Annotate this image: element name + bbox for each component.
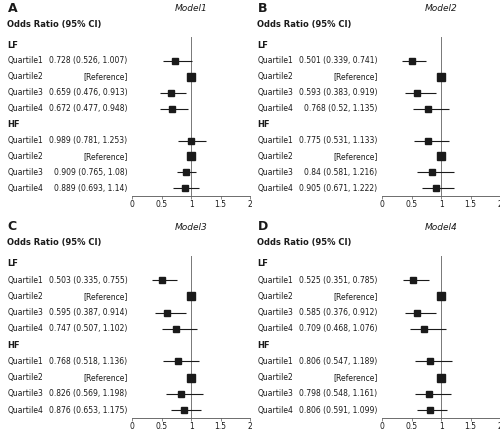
Text: Quartile4: Quartile4 — [8, 184, 44, 193]
Text: Quartile2: Quartile2 — [8, 292, 43, 301]
Text: 0.826 (0.569, 1.198): 0.826 (0.569, 1.198) — [50, 389, 128, 398]
Text: D: D — [258, 220, 268, 233]
Text: Model1: Model1 — [175, 4, 208, 13]
Text: 0.593 (0.383, 0.919): 0.593 (0.383, 0.919) — [299, 88, 378, 97]
Text: 0.503 (0.335, 0.755): 0.503 (0.335, 0.755) — [49, 276, 128, 285]
Text: Quartile2: Quartile2 — [258, 152, 293, 161]
Text: [Reference]: [Reference] — [333, 73, 378, 81]
Text: Quartile1: Quartile1 — [258, 276, 293, 285]
Text: LF: LF — [8, 40, 18, 49]
Text: 0.889 (0.693, 1.14): 0.889 (0.693, 1.14) — [54, 184, 128, 193]
Text: Quartile4: Quartile4 — [8, 104, 44, 113]
Text: A: A — [8, 2, 17, 15]
Text: Quartile2: Quartile2 — [258, 292, 293, 301]
Text: Quartile4: Quartile4 — [8, 324, 44, 333]
Text: 0.525 (0.351, 0.785): 0.525 (0.351, 0.785) — [299, 276, 378, 285]
Text: 0.709 (0.468, 1.076): 0.709 (0.468, 1.076) — [299, 324, 378, 333]
Text: Quartile4: Quartile4 — [258, 324, 294, 333]
Text: Quartile1: Quartile1 — [258, 357, 293, 366]
Text: 0.84 (0.581, 1.216): 0.84 (0.581, 1.216) — [304, 168, 378, 177]
Text: 0.672 (0.477, 0.948): 0.672 (0.477, 0.948) — [49, 104, 128, 113]
Text: Quartile3: Quartile3 — [258, 389, 294, 398]
Text: HF: HF — [8, 120, 20, 129]
Text: 0.806 (0.591, 1.099): 0.806 (0.591, 1.099) — [299, 406, 378, 415]
Text: Odds Ratio (95% CI): Odds Ratio (95% CI) — [8, 20, 102, 28]
Text: Quartile4: Quartile4 — [258, 406, 294, 415]
Text: Quartile3: Quartile3 — [258, 308, 294, 317]
Text: Quartile2: Quartile2 — [258, 373, 293, 382]
Text: [Reference]: [Reference] — [83, 292, 128, 301]
Text: Model3: Model3 — [175, 222, 208, 231]
Text: C: C — [8, 220, 16, 233]
Text: Quartile3: Quartile3 — [8, 88, 44, 97]
Text: Quartile3: Quartile3 — [258, 88, 294, 97]
Text: [Reference]: [Reference] — [333, 292, 378, 301]
Text: Quartile1: Quartile1 — [8, 57, 43, 65]
Text: Quartile3: Quartile3 — [8, 389, 44, 398]
Text: 0.909 (0.765, 1.08): 0.909 (0.765, 1.08) — [54, 168, 128, 177]
Text: 0.806 (0.547, 1.189): 0.806 (0.547, 1.189) — [299, 357, 378, 366]
Text: [Reference]: [Reference] — [83, 152, 128, 161]
Text: 0.989 (0.781, 1.253): 0.989 (0.781, 1.253) — [50, 136, 128, 145]
Text: [Reference]: [Reference] — [83, 73, 128, 81]
Text: Quartile4: Quartile4 — [258, 184, 294, 193]
Text: HF: HF — [8, 341, 20, 350]
Text: Quartile2: Quartile2 — [258, 73, 293, 81]
Text: 0.501 (0.339, 0.741): 0.501 (0.339, 0.741) — [299, 57, 378, 65]
Text: Quartile1: Quartile1 — [8, 357, 43, 366]
Text: [Reference]: [Reference] — [333, 373, 378, 382]
Text: 0.585 (0.376, 0.912): 0.585 (0.376, 0.912) — [299, 308, 378, 317]
Text: Quartile3: Quartile3 — [8, 308, 44, 317]
Text: 0.876 (0.653, 1.175): 0.876 (0.653, 1.175) — [49, 406, 128, 415]
Text: [Reference]: [Reference] — [83, 373, 128, 382]
Text: 0.747 (0.507, 1.102): 0.747 (0.507, 1.102) — [49, 324, 128, 333]
Text: Odds Ratio (95% CI): Odds Ratio (95% CI) — [258, 238, 352, 247]
Text: Quartile2: Quartile2 — [8, 152, 43, 161]
Text: 0.728 (0.526, 1.007): 0.728 (0.526, 1.007) — [49, 57, 128, 65]
Text: Model2: Model2 — [425, 4, 458, 13]
Text: Odds Ratio (95% CI): Odds Ratio (95% CI) — [8, 238, 102, 247]
Text: Quartile3: Quartile3 — [8, 168, 44, 177]
Text: B: B — [258, 2, 267, 15]
Text: 0.775 (0.531, 1.133): 0.775 (0.531, 1.133) — [299, 136, 378, 145]
Text: 0.768 (0.518, 1.136): 0.768 (0.518, 1.136) — [50, 357, 128, 366]
Text: [Reference]: [Reference] — [333, 152, 378, 161]
Text: Quartile4: Quartile4 — [8, 406, 44, 415]
Text: 0.595 (0.387, 0.914): 0.595 (0.387, 0.914) — [49, 308, 128, 317]
Text: HF: HF — [258, 120, 270, 129]
Text: Quartile1: Quartile1 — [8, 276, 43, 285]
Text: Model4: Model4 — [425, 222, 458, 231]
Text: LF: LF — [258, 40, 268, 49]
Text: Quartile4: Quartile4 — [258, 104, 294, 113]
Text: Quartile1: Quartile1 — [258, 57, 293, 65]
Text: LF: LF — [258, 259, 268, 268]
Text: HF: HF — [258, 341, 270, 350]
Text: 0.659 (0.476, 0.913): 0.659 (0.476, 0.913) — [49, 88, 128, 97]
Text: Odds Ratio (95% CI): Odds Ratio (95% CI) — [258, 20, 352, 28]
Text: Quartile2: Quartile2 — [8, 373, 43, 382]
Text: Quartile1: Quartile1 — [8, 136, 43, 145]
Text: Quartile1: Quartile1 — [258, 136, 293, 145]
Text: 0.768 (0.52, 1.135): 0.768 (0.52, 1.135) — [304, 104, 378, 113]
Text: 0.798 (0.548, 1.161): 0.798 (0.548, 1.161) — [300, 389, 378, 398]
Text: Quartile2: Quartile2 — [8, 73, 43, 81]
Text: Quartile3: Quartile3 — [258, 168, 294, 177]
Text: LF: LF — [8, 259, 18, 268]
Text: 0.905 (0.671, 1.222): 0.905 (0.671, 1.222) — [300, 184, 378, 193]
